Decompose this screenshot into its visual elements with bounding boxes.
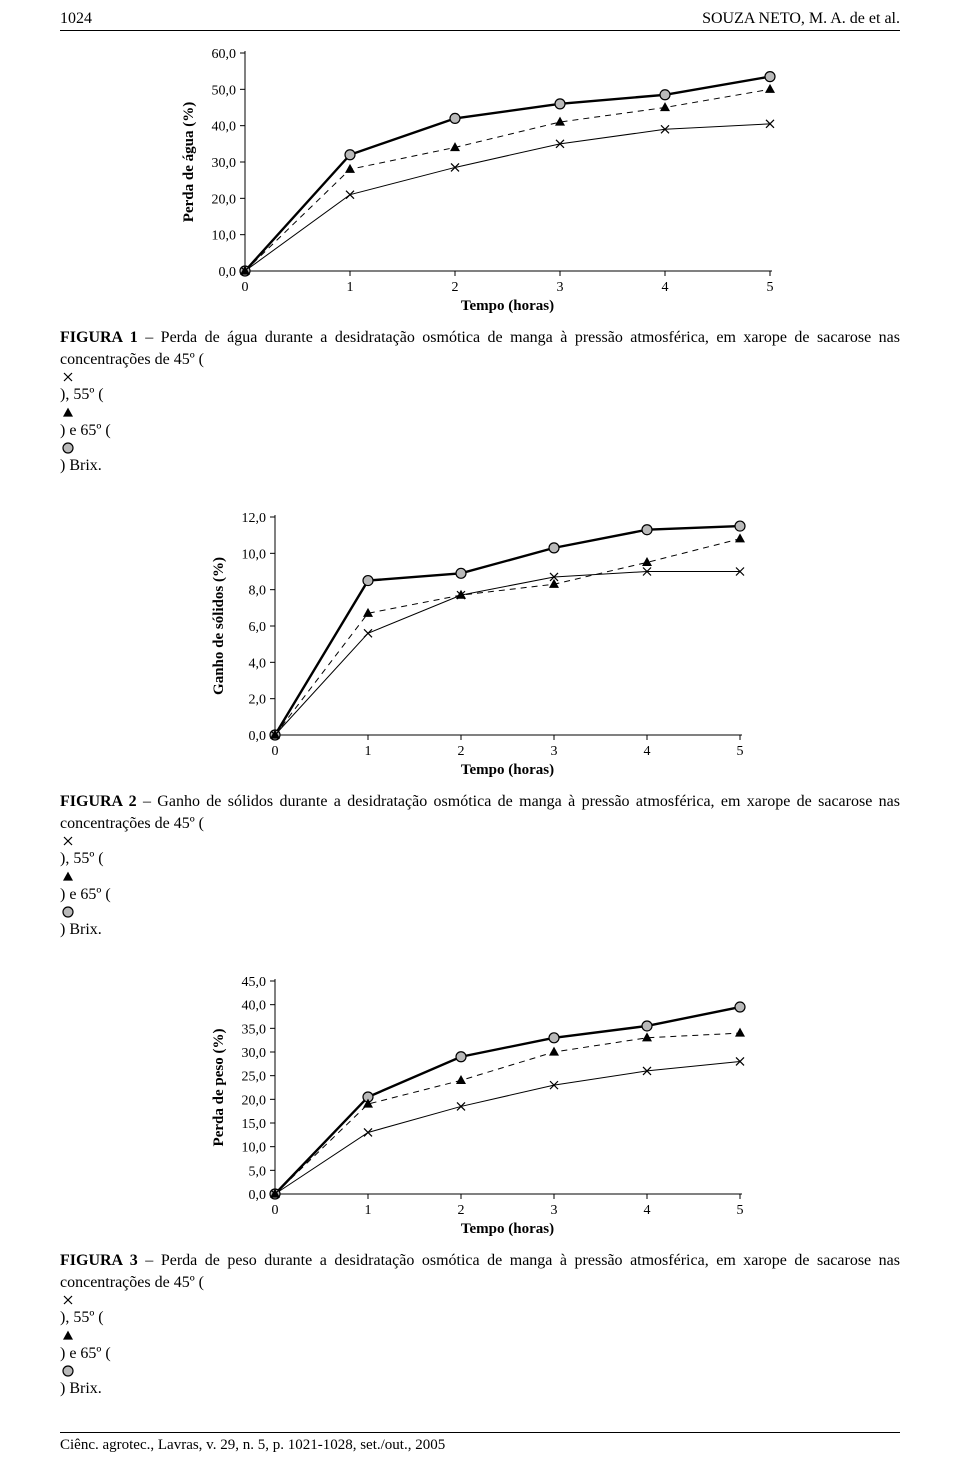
figure-1-chart: 0,0 10,0 20,0 30,0 40,0 50,0 60,0 0 1 2 3 4 5 Perda d… <box>170 41 790 321</box>
svg-text:0: 0 <box>272 1203 279 1218</box>
svg-text:Perda de água (%): Perda de água (%) <box>181 102 197 222</box>
svg-text:25,0: 25,0 <box>242 1070 267 1085</box>
svg-text:10,0: 10,0 <box>242 1141 267 1156</box>
svg-text:20,0: 20,0 <box>242 1093 267 1108</box>
svg-text:35,0: 35,0 <box>242 1022 267 1037</box>
figure-3-caption: FIGURA 3 – Perda de peso durante a desid… <box>60 1250 900 1400</box>
svg-text:2: 2 <box>458 1203 465 1218</box>
svg-text:4,0: 4,0 <box>249 656 267 671</box>
svg-text:3: 3 <box>551 744 558 759</box>
svg-text:1: 1 <box>347 280 354 295</box>
svg-text:1: 1 <box>365 1203 372 1218</box>
svg-text:Tempo (horas): Tempo (horas) <box>461 298 554 314</box>
svg-text:40,0: 40,0 <box>242 999 267 1014</box>
svg-text:1: 1 <box>365 744 372 759</box>
svg-text:8,0: 8,0 <box>249 584 267 599</box>
svg-text:15,0: 15,0 <box>242 1117 267 1132</box>
page-number: 1024 <box>60 10 92 28</box>
svg-text:5,0: 5,0 <box>249 1164 267 1179</box>
svg-text:0: 0 <box>272 744 279 759</box>
svg-text:5: 5 <box>767 280 774 295</box>
svg-text:4: 4 <box>644 744 651 759</box>
svg-text:2: 2 <box>452 280 459 295</box>
svg-text:0: 0 <box>242 280 249 295</box>
svg-text:3: 3 <box>551 1203 558 1218</box>
svg-text:50,0: 50,0 <box>212 83 237 98</box>
header-rule <box>60 30 900 31</box>
svg-text:20,0: 20,0 <box>212 192 237 207</box>
svg-text:4: 4 <box>644 1203 651 1218</box>
figure-3-chart: 0,0 5,0 10,0 15,0 20,0 25,0 30,0 35,0 40,0 45,0 0 1… <box>200 969 760 1244</box>
svg-text:40,0: 40,0 <box>212 120 237 135</box>
svg-text:2: 2 <box>458 744 465 759</box>
running-head: SOUZA NETO, M. A. de et al. <box>702 10 900 28</box>
svg-text:12,0: 12,0 <box>242 511 267 526</box>
svg-text:45,0: 45,0 <box>242 975 267 990</box>
figure-2-caption: FIGURA 2 – Ganho de sólidos durante a de… <box>60 791 900 941</box>
footer-citation: Ciênc. agrotec., Lavras, v. 29, n. 5, p.… <box>60 1433 900 1454</box>
svg-text:60,0: 60,0 <box>212 47 237 62</box>
figure-2-chart: 0,0 2,0 4,0 6,0 8,0 10,0 12,0 0 1 2 3 4 5 Ganho de só… <box>200 505 760 785</box>
svg-text:5: 5 <box>737 1203 744 1218</box>
figure-1-caption: FIGURA 1 – Perda de água durante a desid… <box>60 327 900 477</box>
svg-text:Tempo (horas): Tempo (horas) <box>461 1221 554 1237</box>
svg-text:10,0: 10,0 <box>212 229 237 244</box>
running-header: 1024 SOUZA NETO, M. A. de et al. <box>60 0 900 28</box>
svg-text:30,0: 30,0 <box>212 156 237 171</box>
svg-text:2,0: 2,0 <box>249 693 267 708</box>
svg-text:30,0: 30,0 <box>242 1046 267 1061</box>
svg-text:Perda de peso (%): Perda de peso (%) <box>211 1028 227 1146</box>
svg-text:4: 4 <box>662 280 669 295</box>
svg-text:0,0: 0,0 <box>249 729 267 744</box>
svg-text:Ganho de sólidos (%): Ganho de sólidos (%) <box>211 557 227 695</box>
svg-text:Tempo (horas): Tempo (horas) <box>461 762 554 778</box>
svg-text:3: 3 <box>557 280 564 295</box>
svg-text:10,0: 10,0 <box>242 547 267 562</box>
svg-text:6,0: 6,0 <box>249 620 267 635</box>
svg-text:5: 5 <box>737 744 744 759</box>
svg-text:0,0: 0,0 <box>249 1188 267 1203</box>
svg-text:0,0: 0,0 <box>219 265 237 280</box>
